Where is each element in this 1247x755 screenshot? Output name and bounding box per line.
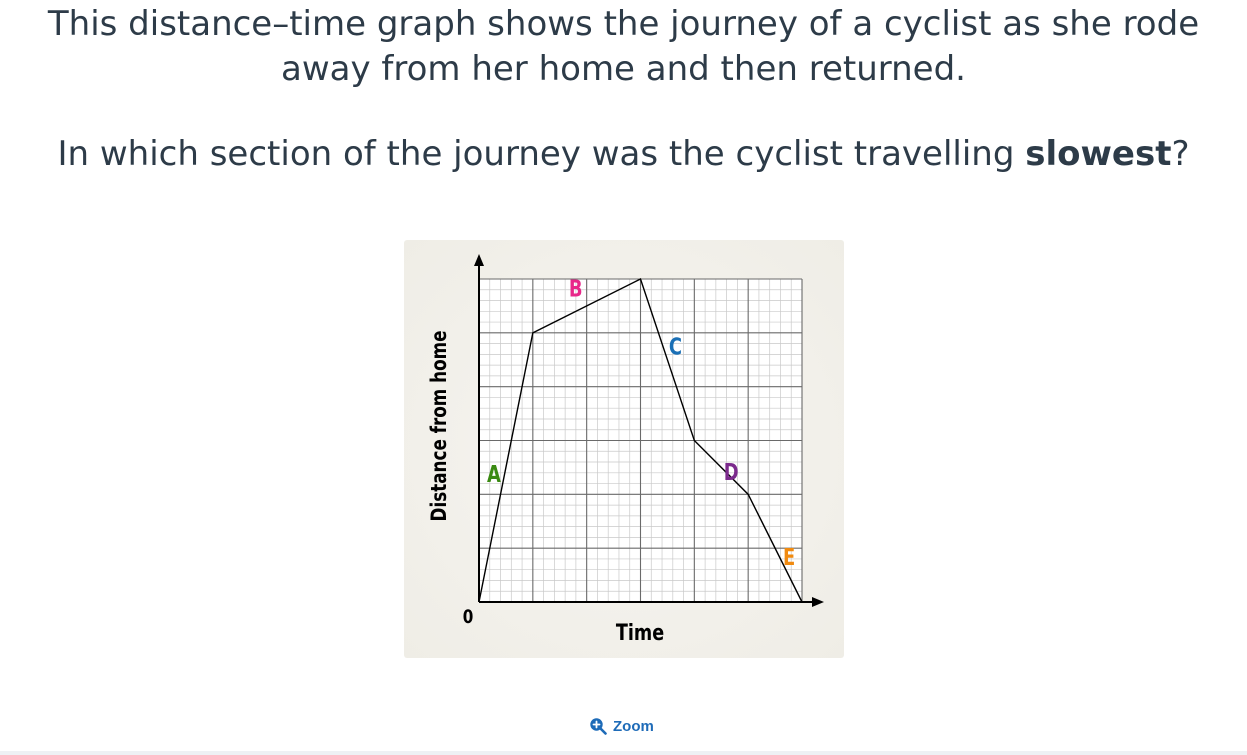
axes xyxy=(474,254,824,607)
section-label-d: D xyxy=(724,459,739,486)
origin-label: 0 xyxy=(463,606,474,628)
question-line-2-end: ? xyxy=(1171,134,1190,174)
y-axis-arrow xyxy=(474,254,484,266)
section-label-b: B xyxy=(569,275,583,302)
zoom-in-icon xyxy=(590,718,607,735)
series xyxy=(478,278,803,603)
labels: A B C D E 0 Time Distance from home xyxy=(427,275,795,645)
question-line-2-text: In which section of the journey was the … xyxy=(57,134,1026,174)
graph-figure: A B C D E 0 Time Distance from home xyxy=(404,240,844,658)
section-label-e: E xyxy=(783,544,795,571)
question-line-2: In which section of the journey was the … xyxy=(0,132,1247,177)
section-label-a: A xyxy=(487,461,501,488)
section-label-c: C xyxy=(669,333,682,360)
question-line-1: This distance–time graph shows the journ… xyxy=(47,4,1200,89)
y-axis-label: Distance from home xyxy=(427,331,451,522)
x-axis-label: Time xyxy=(616,620,664,645)
journey-line xyxy=(478,278,803,603)
question-emphasis: slowest xyxy=(1025,134,1172,174)
x-axis-arrow xyxy=(812,597,824,607)
zoom-button[interactable]: Zoom xyxy=(589,714,654,738)
bottom-bar xyxy=(0,751,1247,755)
zoom-label: Zoom xyxy=(613,717,654,735)
distance-time-graph: A B C D E 0 Time Distance from home xyxy=(427,254,824,646)
